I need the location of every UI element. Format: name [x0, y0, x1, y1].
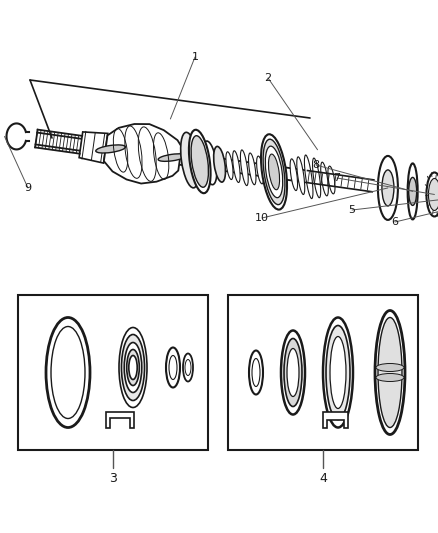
Ellipse shape	[313, 158, 321, 198]
Ellipse shape	[382, 170, 394, 206]
Polygon shape	[106, 412, 134, 428]
Ellipse shape	[180, 132, 199, 188]
Ellipse shape	[378, 156, 398, 220]
Ellipse shape	[189, 130, 211, 193]
Ellipse shape	[124, 343, 142, 392]
Ellipse shape	[321, 162, 328, 196]
Ellipse shape	[158, 154, 186, 161]
Ellipse shape	[51, 327, 85, 418]
Text: 4: 4	[319, 472, 327, 484]
Ellipse shape	[428, 179, 438, 211]
Ellipse shape	[265, 146, 283, 198]
Bar	[18, 295, 208, 450]
Ellipse shape	[376, 374, 404, 382]
Ellipse shape	[249, 351, 263, 394]
Ellipse shape	[263, 139, 285, 205]
Ellipse shape	[304, 155, 313, 199]
Ellipse shape	[121, 335, 145, 400]
Ellipse shape	[214, 147, 226, 182]
Ellipse shape	[166, 348, 180, 387]
Ellipse shape	[257, 156, 264, 184]
Ellipse shape	[375, 311, 405, 434]
Ellipse shape	[287, 349, 299, 397]
Text: 3: 3	[109, 472, 117, 484]
Ellipse shape	[281, 330, 305, 415]
Ellipse shape	[284, 338, 302, 407]
Text: 6: 6	[392, 217, 399, 227]
Ellipse shape	[129, 356, 137, 379]
Text: 5: 5	[349, 205, 356, 215]
Ellipse shape	[323, 318, 353, 427]
Text: 10: 10	[255, 213, 269, 223]
Bar	[228, 295, 418, 450]
Ellipse shape	[378, 318, 402, 427]
Text: 7: 7	[333, 173, 341, 183]
Ellipse shape	[427, 173, 438, 216]
Ellipse shape	[202, 141, 217, 184]
Polygon shape	[79, 132, 108, 163]
Ellipse shape	[328, 166, 335, 194]
Ellipse shape	[226, 152, 233, 180]
Ellipse shape	[261, 134, 287, 209]
Ellipse shape	[408, 164, 418, 220]
Text: 9: 9	[25, 183, 32, 193]
Ellipse shape	[248, 153, 256, 185]
Ellipse shape	[252, 359, 260, 386]
Text: 2: 2	[265, 73, 272, 83]
Ellipse shape	[119, 327, 147, 408]
Polygon shape	[104, 124, 182, 183]
Ellipse shape	[326, 326, 350, 419]
Text: 8: 8	[312, 160, 320, 170]
Ellipse shape	[233, 151, 240, 182]
Ellipse shape	[46, 318, 90, 427]
Ellipse shape	[191, 136, 208, 187]
Ellipse shape	[409, 177, 417, 205]
Ellipse shape	[185, 359, 191, 376]
Ellipse shape	[268, 154, 279, 190]
Ellipse shape	[376, 364, 404, 372]
Ellipse shape	[183, 353, 193, 382]
Ellipse shape	[290, 159, 297, 191]
Ellipse shape	[169, 356, 177, 379]
Polygon shape	[323, 412, 348, 428]
Text: 1: 1	[191, 52, 198, 62]
Ellipse shape	[297, 157, 305, 195]
Ellipse shape	[96, 145, 126, 153]
Ellipse shape	[127, 350, 139, 385]
Ellipse shape	[191, 136, 208, 187]
Ellipse shape	[240, 150, 248, 185]
Polygon shape	[35, 133, 304, 182]
Ellipse shape	[330, 336, 346, 408]
